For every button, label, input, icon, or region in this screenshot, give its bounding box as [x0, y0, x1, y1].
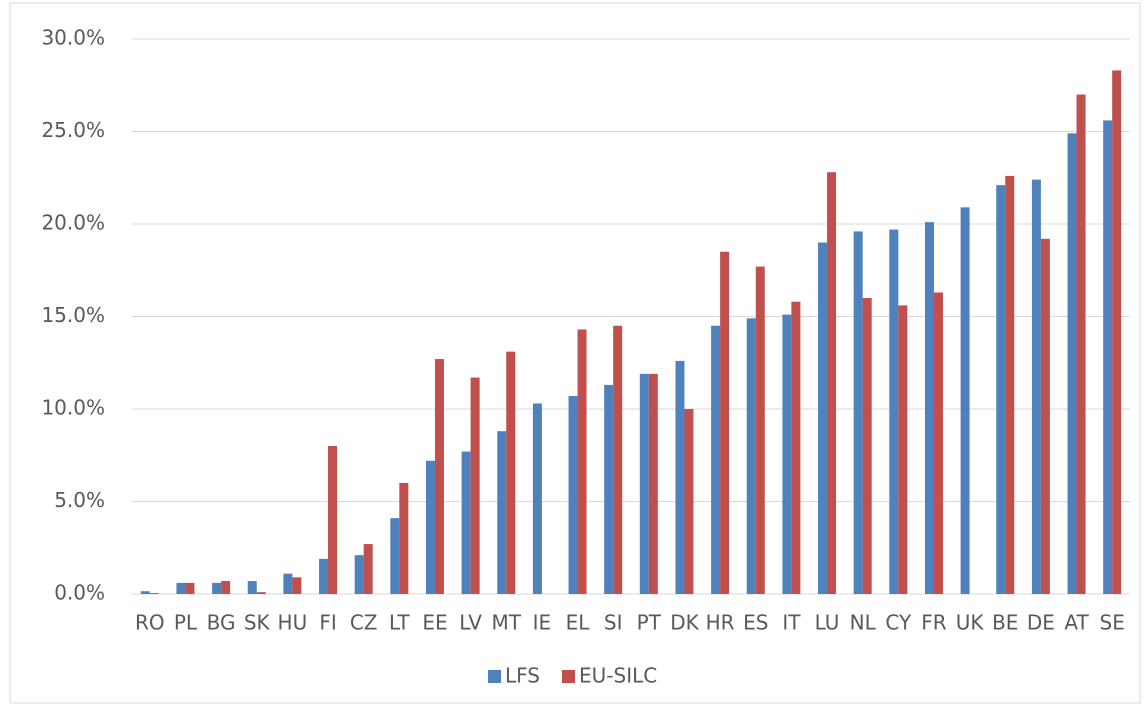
- y-tick-label: 25.0%: [41, 118, 105, 142]
- x-tick-label: IE: [533, 611, 552, 635]
- x-tick-label: NL: [850, 611, 877, 635]
- x-tick-label: DE: [1027, 611, 1055, 635]
- bar: [1112, 70, 1122, 594]
- bar: [924, 222, 934, 594]
- y-tick-label: 5.0%: [54, 488, 105, 512]
- x-tick-label: SK: [244, 611, 271, 635]
- y-tick-label: 30.0%: [41, 26, 105, 50]
- chart-border: [9, 2, 1141, 704]
- bar: [390, 518, 400, 594]
- legend-label: EU-SILC: [579, 664, 657, 688]
- y-tick-label: 20.0%: [41, 211, 105, 235]
- bar: [399, 483, 409, 594]
- bar: [247, 581, 257, 594]
- bar: [933, 292, 943, 594]
- bar: [292, 577, 302, 594]
- bar: [425, 460, 435, 594]
- legend-swatch: [562, 670, 575, 683]
- bar: [140, 591, 150, 594]
- x-tick-label: BE: [992, 611, 1018, 635]
- bar: [568, 396, 578, 594]
- legend-label: LFS: [505, 664, 540, 688]
- bar: [363, 544, 373, 594]
- bar: [675, 360, 685, 594]
- x-tick-label: AT: [1064, 611, 1089, 635]
- x-tick-label: IT: [782, 611, 801, 635]
- x-tick-label: EE: [422, 611, 447, 635]
- bar: [1076, 94, 1086, 594]
- bar: [996, 185, 1006, 594]
- bar: [176, 582, 186, 594]
- x-tick-label: UK: [956, 611, 985, 635]
- bar: [613, 325, 623, 594]
- y-tick-label: 15.0%: [41, 303, 105, 327]
- bar: [720, 251, 730, 594]
- x-tick-label: PT: [637, 611, 662, 635]
- bar: [604, 384, 614, 594]
- x-tick-label: ES: [743, 611, 768, 635]
- bar: [470, 377, 480, 594]
- bar: [185, 582, 195, 594]
- x-tick-label: CY: [885, 611, 912, 635]
- bar: [898, 305, 908, 594]
- bar: [827, 172, 837, 594]
- x-tick-label: LV: [459, 611, 482, 635]
- x-tick-label: SE: [1100, 611, 1125, 635]
- bar: [1031, 179, 1041, 594]
- bar: [818, 242, 828, 594]
- bar: [577, 329, 587, 594]
- bar: [711, 325, 721, 594]
- bar: [1103, 120, 1113, 595]
- bar: [319, 558, 329, 594]
- bar: [461, 451, 471, 594]
- x-tick-label: EL: [566, 611, 591, 635]
- x-tick-label: BG: [207, 611, 236, 635]
- bar: [782, 314, 792, 594]
- bar: [648, 373, 658, 594]
- bar: [221, 581, 231, 594]
- bar: [497, 431, 507, 594]
- x-tick-label: MT: [492, 611, 522, 635]
- bar: [755, 266, 765, 594]
- x-tick-label: HU: [278, 611, 308, 635]
- bar: [1040, 238, 1050, 595]
- y-tick-label: 10.0%: [41, 396, 105, 420]
- legend-swatch: [488, 670, 501, 683]
- x-tick-label: FI: [319, 611, 336, 635]
- bar: [256, 592, 266, 594]
- bar: [862, 298, 872, 594]
- bar: [283, 573, 293, 594]
- x-tick-label: LU: [815, 611, 840, 635]
- bar: [960, 207, 970, 594]
- bar: [149, 593, 159, 594]
- bar: [212, 582, 222, 594]
- x-tick-label: RO: [135, 611, 165, 635]
- y-tick-label: 0.0%: [54, 581, 105, 605]
- bar: [684, 409, 694, 594]
- bar: [791, 301, 801, 594]
- x-tick-label: DK: [670, 611, 699, 635]
- x-tick-label: PL: [174, 611, 198, 635]
- bar: [746, 318, 756, 594]
- bar: [434, 359, 444, 594]
- bar: [532, 403, 542, 594]
- bar: [1005, 175, 1015, 594]
- x-tick-label: CZ: [350, 611, 378, 635]
- x-tick-label: FR: [921, 611, 947, 635]
- bar: [1067, 133, 1077, 594]
- bar: [853, 231, 863, 594]
- bar: [354, 555, 364, 594]
- x-tick-label: LT: [389, 611, 410, 635]
- bar: [889, 229, 899, 595]
- x-tick-label: SI: [604, 611, 623, 635]
- x-tick-label: HR: [706, 611, 735, 635]
- bar: [506, 351, 516, 594]
- bar: [639, 373, 649, 594]
- bar: [328, 446, 338, 594]
